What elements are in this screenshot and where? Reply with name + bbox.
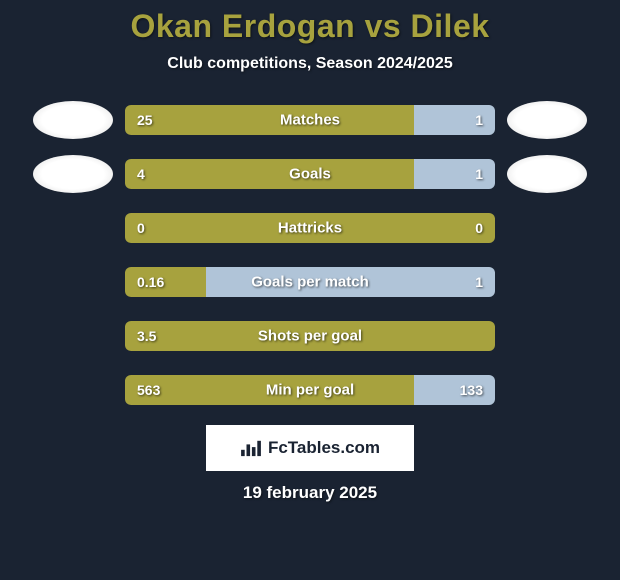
avatar-spacer [33,209,113,247]
page-title: Okan Erdogan vs Dilek [0,8,620,45]
chart-icon [240,439,262,457]
stat-bar: Hattricks 0 0 [125,213,495,243]
date: 19 february 2025 [0,483,620,503]
stat-value-left: 0 [137,220,145,236]
avatar-spacer [33,371,113,409]
avatar-spacer [33,317,113,355]
stat-row: Hattricks 0 0 [0,209,620,247]
player-avatar-left [33,101,113,139]
stat-bar: Goals per match 0.16 1 [125,267,495,297]
comparison-card: Okan Erdogan vs Dilek Club competitions,… [0,0,620,503]
stat-value-left: 0.16 [137,274,164,290]
logo-text: FcTables.com [268,438,380,458]
stat-value-right: 1 [475,166,483,182]
stat-bar: Matches 25 1 [125,105,495,135]
stat-row: Matches 25 1 [0,101,620,139]
stat-label: Min per goal [266,382,354,399]
stat-value-right: 1 [475,274,483,290]
player-avatar-left [33,155,113,193]
stat-value-left: 563 [137,382,160,398]
stat-value-right: 133 [460,382,483,398]
stat-bar: Shots per goal 3.5 [125,321,495,351]
stat-label: Matches [280,112,340,129]
stat-label: Goals per match [251,274,369,291]
source-logo: FcTables.com [206,425,414,471]
stat-rows: Matches 25 1 Goals 4 1 Hattricks 0 0 Goals per ma… [0,101,620,409]
stat-row: Shots per goal 3.5 [0,317,620,355]
stat-label: Shots per goal [258,328,362,345]
stat-row: Min per goal 563 133 [0,371,620,409]
stat-row: Goals 4 1 [0,155,620,193]
avatar-spacer [507,317,587,355]
bar-left-fill [125,105,414,135]
stat-label: Goals [289,166,331,183]
stat-bar: Goals 4 1 [125,159,495,189]
avatar-spacer [507,371,587,409]
bar-left-fill [125,159,414,189]
player-avatar-right [507,155,587,193]
avatar-spacer [507,209,587,247]
stat-value-left: 3.5 [137,328,156,344]
stat-bar: Min per goal 563 133 [125,375,495,405]
avatar-spacer [507,263,587,301]
stat-value-left: 25 [137,112,153,128]
avatar-spacer [33,263,113,301]
stat-value-right: 1 [475,112,483,128]
stat-label: Hattricks [278,220,342,237]
stat-row: Goals per match 0.16 1 [0,263,620,301]
player-avatar-right [507,101,587,139]
stat-value-right: 0 [475,220,483,236]
subtitle: Club competitions, Season 2024/2025 [0,55,620,73]
stat-value-left: 4 [137,166,145,182]
